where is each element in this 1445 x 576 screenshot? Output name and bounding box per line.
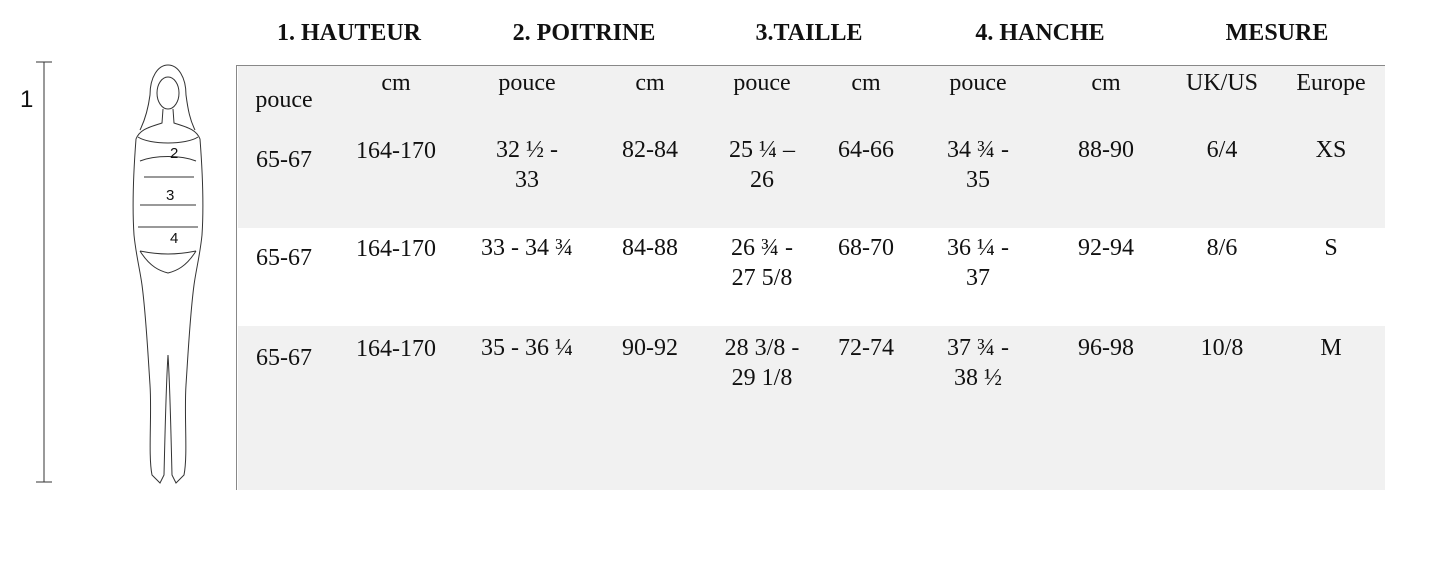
table-cell: 10/8 xyxy=(1200,335,1244,361)
column-header: cm xyxy=(851,70,881,96)
column-header: pouce xyxy=(255,87,313,113)
table-cell: M xyxy=(1320,335,1342,361)
figure-label: 4 xyxy=(170,230,179,247)
table-cell: 68-70 xyxy=(838,235,894,261)
table-top-rule xyxy=(237,65,1385,66)
table-cell: 8/6 xyxy=(1206,235,1238,261)
column-header: cm xyxy=(635,70,665,96)
table-cell: 65-67 xyxy=(256,345,312,371)
body-figure xyxy=(36,61,204,484)
group-header: 3.TAILLE xyxy=(755,20,863,46)
table-cell: 28 3/8 - 29 1/8 xyxy=(724,335,800,391)
table-cell: 90-92 xyxy=(622,335,678,361)
column-header: pouce xyxy=(733,70,791,96)
table-left-rule xyxy=(236,65,237,490)
column-header: Europe xyxy=(1296,70,1366,96)
figure-label: 2 xyxy=(170,145,179,162)
table-cell: 33 - 34 ¾ xyxy=(481,235,573,261)
table-cell: 32 ½ - 33 xyxy=(496,137,558,193)
table-cell: 82-84 xyxy=(622,137,678,163)
table-cell: 35 - 36 ¼ xyxy=(481,335,573,361)
table-cell: 64-66 xyxy=(838,137,894,163)
table-cell: 164-170 xyxy=(356,138,436,164)
group-header: 1. HAUTEUR xyxy=(276,20,422,46)
table-cell: 34 ¾ - 35 xyxy=(947,137,1009,193)
table-cell: 26 ¾ - 27 5/8 xyxy=(731,235,793,291)
group-header: 2. POITRINE xyxy=(512,20,656,46)
table-cell: 164-170 xyxy=(356,236,436,262)
table-cell: 164-170 xyxy=(356,336,436,362)
table-cell: 96-98 xyxy=(1078,335,1134,361)
table-cell: 25 ¼ – 26 xyxy=(729,137,795,193)
table-cell: 92-94 xyxy=(1078,235,1134,261)
table-cell: 65-67 xyxy=(256,245,312,271)
figure-label: 3 xyxy=(166,187,175,204)
table-cell: 72-74 xyxy=(838,335,894,361)
column-header: pouce xyxy=(498,70,556,96)
column-header: cm xyxy=(1091,70,1121,96)
column-header: UK/US xyxy=(1185,70,1259,96)
table-cell: 6/4 xyxy=(1206,137,1238,163)
table-cell: XS xyxy=(1315,137,1347,163)
column-header: pouce xyxy=(949,70,1007,96)
row-band xyxy=(238,326,1385,490)
row-band xyxy=(238,65,1385,228)
height-label: 1 xyxy=(20,86,34,113)
table-cell: 84-88 xyxy=(622,235,678,261)
table-cell: 88-90 xyxy=(1078,137,1134,163)
table-cell: S xyxy=(1324,235,1338,261)
group-header: MESURE xyxy=(1225,20,1329,46)
column-header: cm xyxy=(381,70,411,96)
group-header: 4. HANCHE xyxy=(975,20,1105,46)
table-cell: 37 ¾ - 38 ½ xyxy=(947,335,1009,391)
table-cell: 65-67 xyxy=(256,147,312,173)
table-cell: 36 ¼ - 37 xyxy=(947,235,1009,291)
